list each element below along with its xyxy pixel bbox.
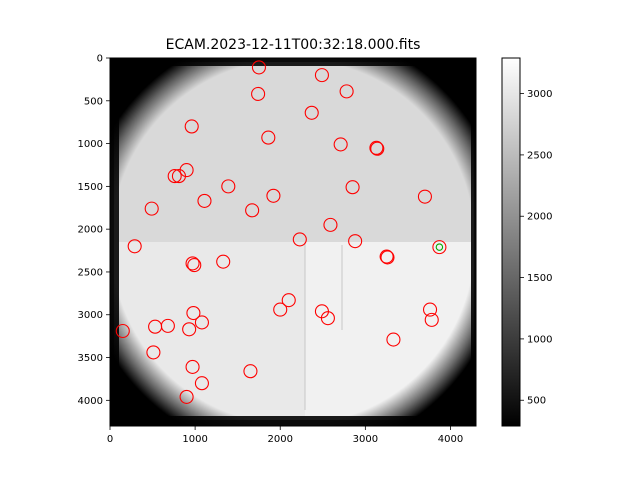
detection-circle [182, 322, 197, 337]
y-tick-label: 0 [97, 54, 103, 65]
detection-circle [333, 137, 348, 152]
x-tick-label: 1000 [182, 434, 207, 445]
detection-circle [245, 203, 260, 218]
detection-markers [115, 60, 447, 404]
detection-circle [194, 315, 209, 330]
detection-circle [179, 389, 194, 404]
detection-circle [243, 364, 258, 379]
detection-circle [281, 293, 296, 308]
detection-circle [422, 302, 438, 317]
detection-circle [348, 234, 363, 249]
detection-circle [221, 179, 236, 194]
y-tick-label: 1500 [78, 182, 103, 193]
detection-circle [323, 217, 338, 232]
detection-circle [185, 256, 200, 271]
detection-circle [339, 84, 354, 99]
y-tick-label: 3000 [78, 310, 103, 321]
x-tick-label: 4000 [438, 434, 463, 445]
x-tick-label: 0 [107, 434, 113, 445]
detection-circle [251, 86, 266, 101]
detection-circle [127, 239, 142, 254]
detection-circle [115, 323, 130, 339]
detection-circle [417, 189, 432, 204]
y-tick-label: 3500 [78, 353, 103, 364]
detection-circle [148, 319, 163, 334]
image-panel [110, 58, 476, 426]
detection-circle [251, 60, 267, 75]
colorbar-tick-label: 1500 [527, 273, 552, 284]
detection-circle [266, 188, 281, 203]
x-axis: 0 1000 2000 3000 4000 [107, 426, 463, 445]
detection-circle [187, 258, 202, 273]
detection-circle [386, 332, 401, 347]
colorbar-gradient [502, 58, 520, 426]
detection-circle [370, 141, 385, 156]
y-tick-label: 4000 [78, 396, 103, 407]
detection-circle [194, 376, 209, 391]
vignette [110, 58, 476, 426]
y-tick-label: 500 [84, 96, 103, 107]
y-tick-label: 2500 [78, 267, 103, 278]
detection-circle [171, 169, 186, 184]
colorbar-tick-label: 500 [527, 396, 546, 407]
detection-circle [345, 180, 360, 195]
detection-circle [424, 312, 439, 327]
colorbar-axis: 500 1000 1500 2000 2500 3000 [520, 89, 552, 407]
highlighted-source-marker [435, 243, 444, 251]
detection-circle [379, 249, 394, 264]
detection-circle [186, 305, 201, 321]
detection-circle [320, 311, 335, 326]
y-axis: 0 500 1000 1500 2000 2500 3000 3500 4000 [78, 54, 110, 407]
detection-circle [216, 254, 231, 269]
detection-circle [292, 232, 307, 247]
chart-title: ECAM.2023-12-11T00:32:18.000.fits [166, 37, 421, 53]
detection-circle [144, 201, 159, 216]
detection-circle [314, 68, 329, 83]
detection-circle [369, 140, 384, 155]
colorbar-tick-label: 1000 [527, 334, 552, 345]
detection-circle [146, 345, 161, 360]
image-frame [109, 57, 477, 427]
colorbar: 500 1000 1500 2000 2500 3000 [501, 57, 552, 427]
detection-circle [197, 193, 212, 208]
colorbar-tick-label: 2000 [527, 212, 552, 223]
detection-circle [167, 169, 182, 184]
detection-circle [184, 119, 199, 134]
y-tick-label: 1000 [78, 139, 103, 150]
colorbar-tick-label: 3000 [527, 89, 552, 100]
detection-circle [380, 250, 395, 265]
colorbar-frame [501, 57, 521, 427]
detection-circle [273, 302, 288, 317]
y-tick-label: 2000 [78, 225, 103, 236]
detection-circle [432, 240, 447, 255]
x-tick-label: 2000 [268, 434, 293, 445]
detection-circle [304, 105, 319, 120]
x-tick-label: 3000 [353, 434, 378, 445]
colorbar-tick-label: 2500 [527, 150, 552, 161]
detection-circle [185, 359, 200, 374]
detection-circle [261, 130, 276, 145]
